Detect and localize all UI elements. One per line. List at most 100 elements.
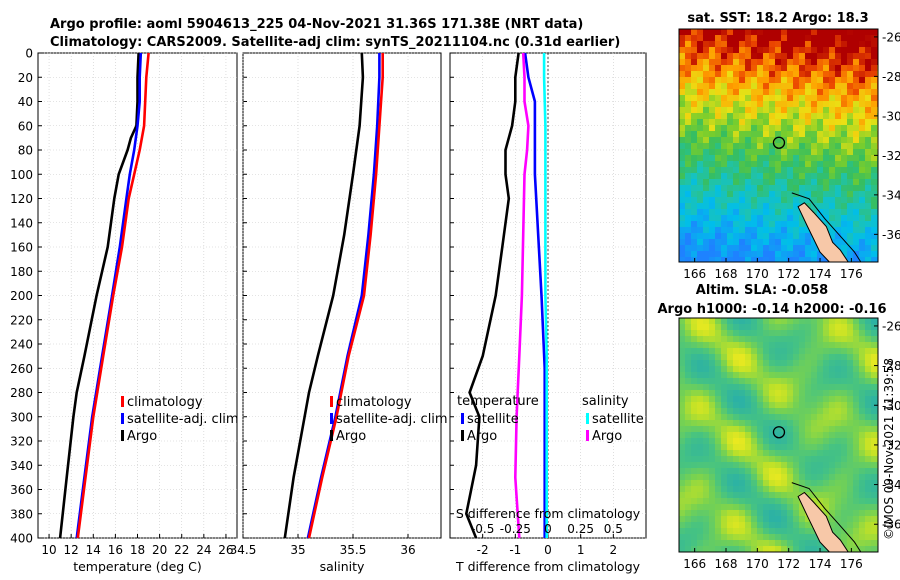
map-cell xyxy=(775,125,781,131)
map-cell xyxy=(847,83,853,89)
map-cell xyxy=(685,215,691,221)
map-cell xyxy=(787,510,793,516)
map-cell xyxy=(853,492,859,498)
map-cell xyxy=(733,378,739,384)
map-cell xyxy=(697,378,703,384)
map-cell xyxy=(781,179,787,185)
map-cell xyxy=(775,372,781,378)
map-cell xyxy=(859,143,865,149)
map-cell xyxy=(853,462,859,468)
map-cell xyxy=(739,390,745,396)
map-cell xyxy=(727,336,733,342)
map-cell xyxy=(823,474,829,480)
map-cell xyxy=(685,516,691,522)
map-cell xyxy=(769,354,775,360)
x-tick-label: 22 xyxy=(174,543,189,557)
map-cell xyxy=(781,456,787,462)
map-cell xyxy=(691,257,697,262)
legend-swatch xyxy=(586,413,589,424)
map-cell xyxy=(709,480,715,486)
map-cell xyxy=(685,137,691,143)
map-cell xyxy=(751,408,757,414)
map-cell xyxy=(871,534,877,540)
map-cell xyxy=(769,462,775,468)
map-cell xyxy=(727,492,733,498)
map-cell xyxy=(817,384,823,390)
map-cell xyxy=(787,245,793,251)
map-cell xyxy=(751,486,757,492)
map-cell xyxy=(775,35,781,41)
map-cell xyxy=(757,408,763,414)
map-cell xyxy=(703,438,709,444)
map-cell xyxy=(841,149,847,155)
legend-label: satellite xyxy=(467,412,519,427)
map-cell xyxy=(853,474,859,480)
map-cell xyxy=(829,510,835,516)
map-cell xyxy=(685,528,691,534)
map-cell xyxy=(691,185,697,191)
map-cell xyxy=(763,420,769,426)
sla-map-title: Altim. SLA: -0.058 xyxy=(696,283,828,298)
map-cell xyxy=(805,384,811,390)
map-cell xyxy=(679,185,685,191)
map-cell xyxy=(715,65,721,71)
map-cell xyxy=(691,65,697,71)
map-cell xyxy=(853,47,859,53)
map-cell xyxy=(853,167,859,173)
map-cell xyxy=(817,456,823,462)
map-cell xyxy=(703,510,709,516)
map-cell xyxy=(721,125,727,131)
map-cell xyxy=(853,534,859,540)
map-cell xyxy=(859,77,865,83)
map-cell xyxy=(727,161,733,167)
map-cell xyxy=(769,65,775,71)
map-cell xyxy=(841,336,847,342)
map-cell xyxy=(727,107,733,113)
map-cell xyxy=(763,390,769,396)
map-cell xyxy=(859,155,865,161)
map-cell xyxy=(865,318,871,324)
map-cell xyxy=(775,444,781,450)
map-cell xyxy=(805,330,811,336)
map-cell xyxy=(763,432,769,438)
map-cell xyxy=(847,426,853,432)
map-cell xyxy=(817,137,823,143)
map-cell xyxy=(685,101,691,107)
map-cell xyxy=(823,486,829,492)
map-cell xyxy=(703,522,709,528)
map-cell xyxy=(709,390,715,396)
map-cell xyxy=(715,486,721,492)
map-cell xyxy=(799,125,805,131)
map-cell xyxy=(829,77,835,83)
map-cell xyxy=(829,83,835,89)
map-cell xyxy=(745,498,751,504)
map-cell xyxy=(721,372,727,378)
map-cell xyxy=(805,516,811,522)
map-cell xyxy=(841,47,847,53)
map-cell xyxy=(865,366,871,372)
map-cell xyxy=(769,131,775,137)
map-cell xyxy=(763,173,769,179)
map-y-tick-label: -32 xyxy=(882,149,900,163)
map-cell xyxy=(763,191,769,197)
map-cell xyxy=(721,354,727,360)
map-cell xyxy=(805,540,811,546)
legend-swatch xyxy=(461,413,464,424)
map-cell xyxy=(805,318,811,324)
map-cell xyxy=(715,468,721,474)
map-cell xyxy=(745,348,751,354)
map-cell xyxy=(799,95,805,101)
map-cell xyxy=(745,444,751,450)
map-cell xyxy=(769,179,775,185)
map-cell xyxy=(823,89,829,95)
map-cell xyxy=(811,77,817,83)
map-cell xyxy=(775,462,781,468)
map-cell xyxy=(703,161,709,167)
map-cell xyxy=(859,191,865,197)
map-cell xyxy=(751,474,757,480)
map-cell xyxy=(727,414,733,420)
map-cell xyxy=(709,83,715,89)
map-cell xyxy=(805,173,811,179)
map-cell xyxy=(697,137,703,143)
map-cell xyxy=(865,348,871,354)
